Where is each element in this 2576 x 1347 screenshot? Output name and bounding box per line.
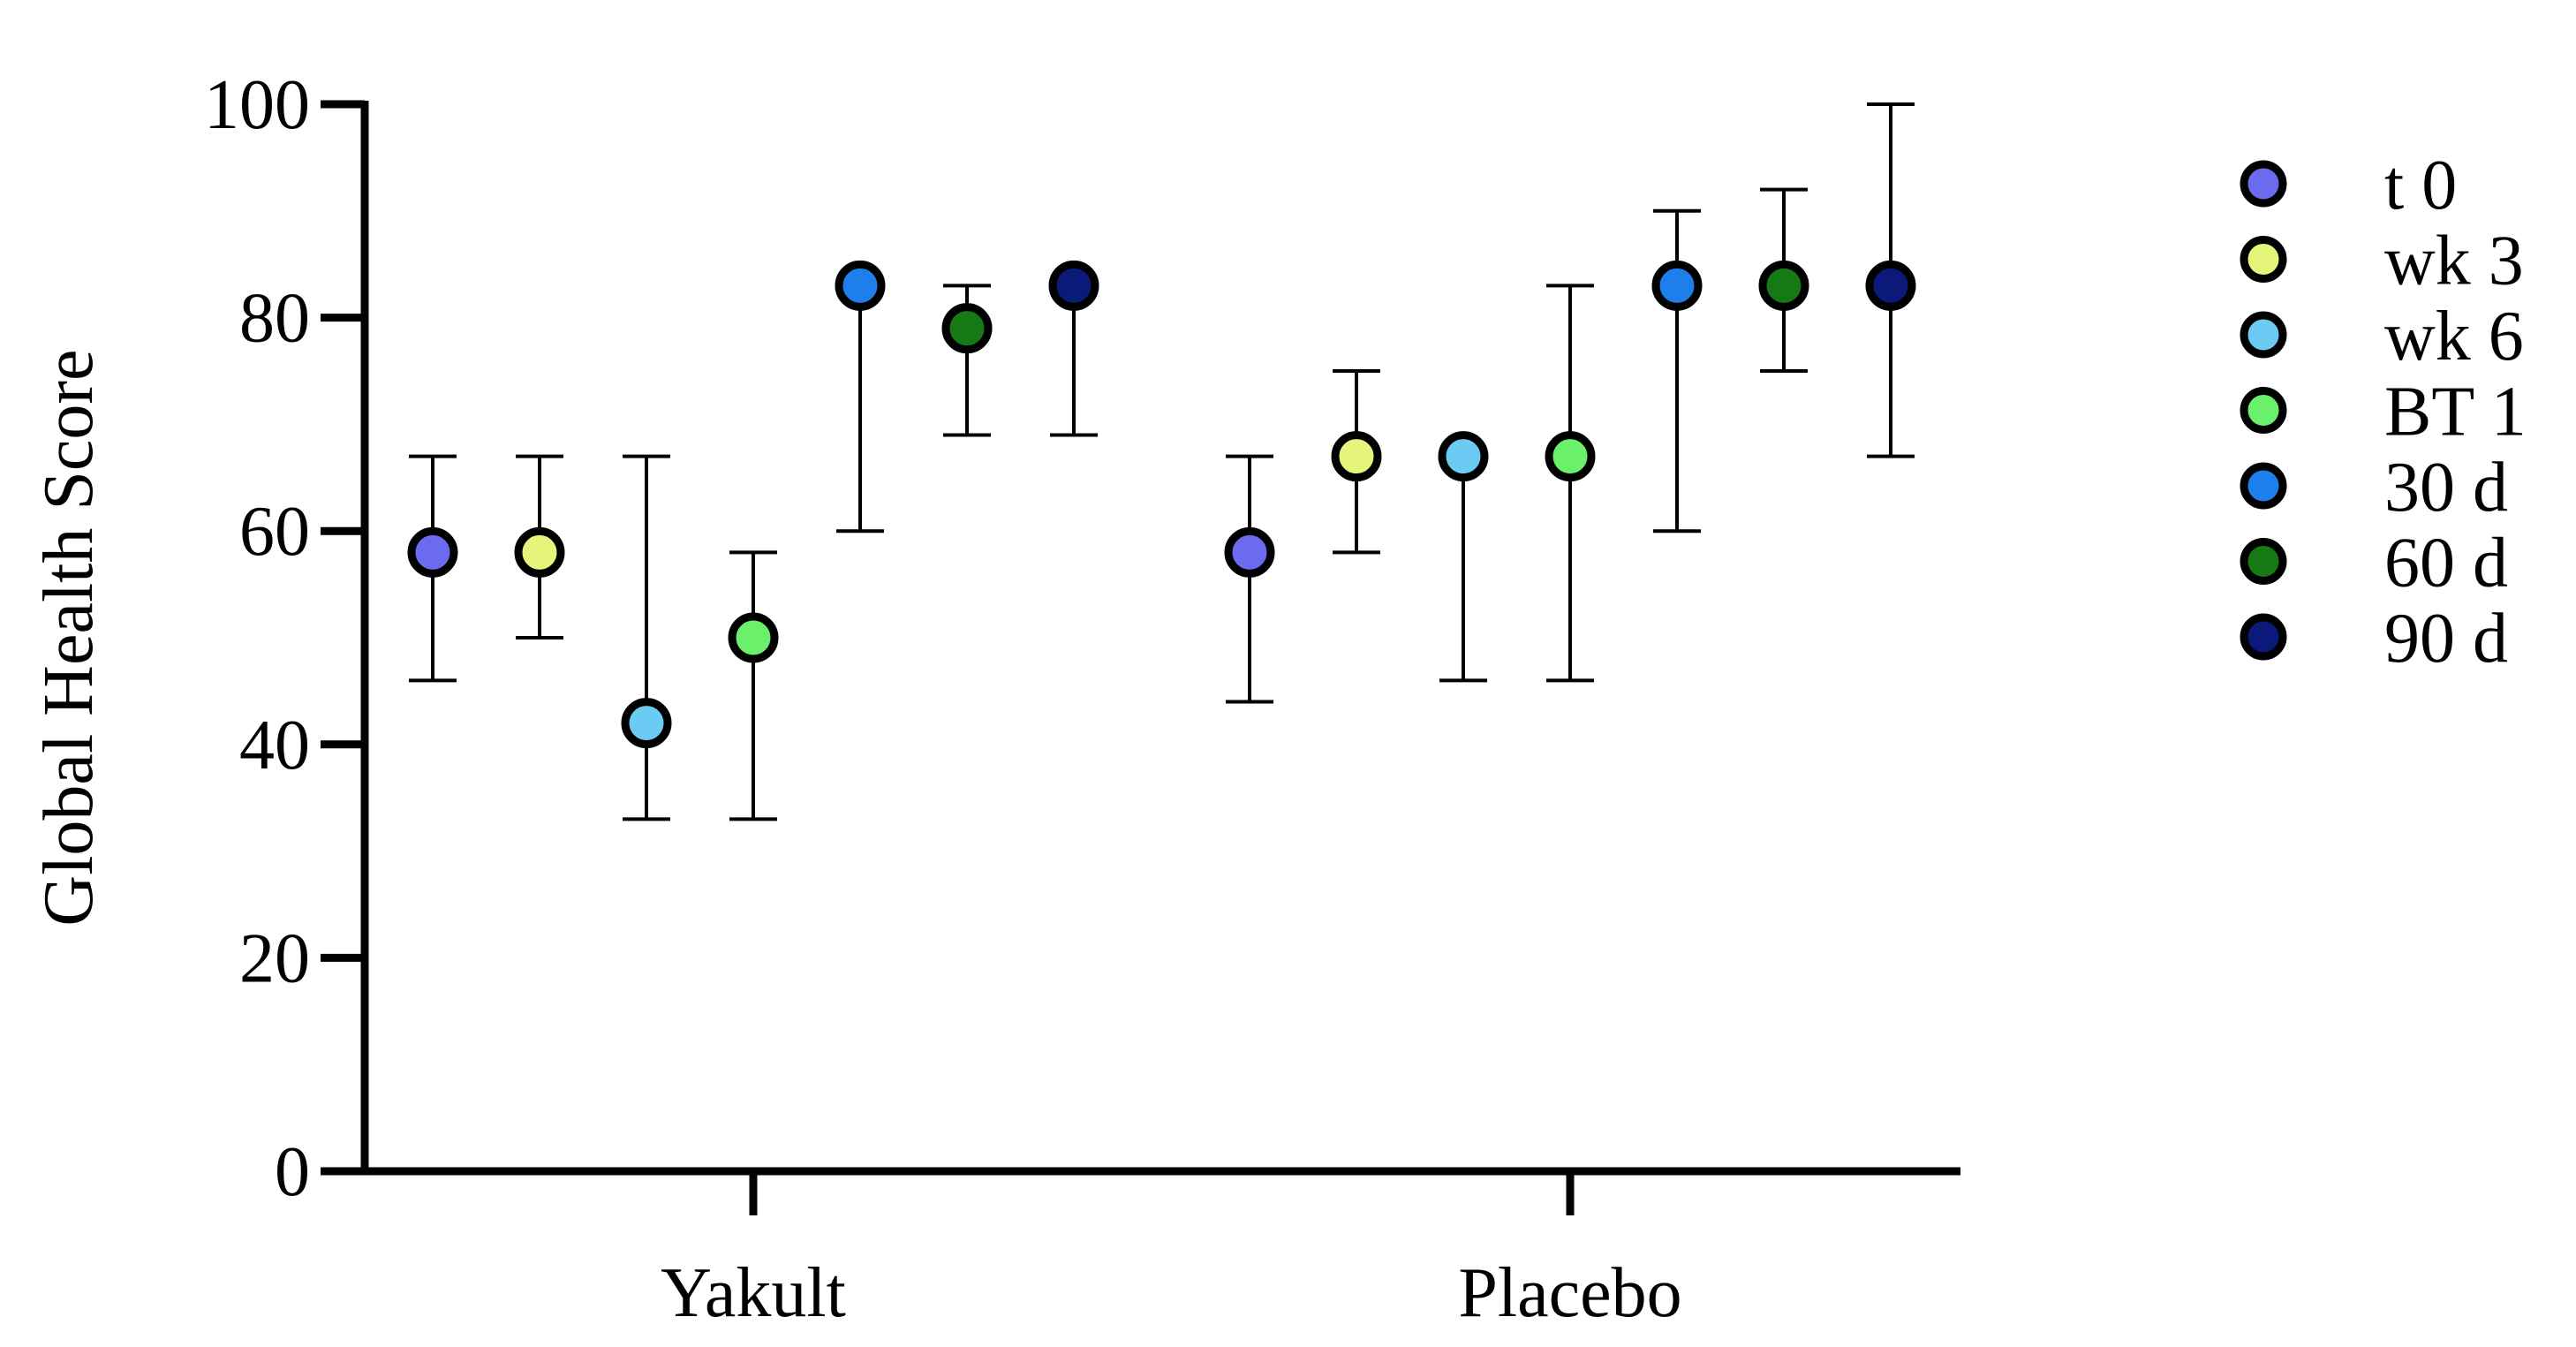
y-tick-label: 100 <box>204 66 310 144</box>
data-point <box>621 698 672 749</box>
y-tick-label: 20 <box>239 919 310 997</box>
y-axis-title: Global Health Score <box>30 349 108 926</box>
legend-marker <box>2240 311 2287 359</box>
legend-label: 60 d <box>2384 525 2508 602</box>
data-point <box>728 612 779 663</box>
axes <box>360 101 1960 1176</box>
data-point <box>407 526 458 578</box>
data-point <box>1758 260 1809 311</box>
data-point <box>1438 431 1489 482</box>
legend-marker <box>2240 387 2287 434</box>
legend-item: BT 1 <box>2240 374 2527 451</box>
legend-item: wk 6 <box>2240 298 2524 375</box>
data-point <box>1865 260 1916 311</box>
legend-item: 30 d <box>2240 449 2508 526</box>
legend-marker <box>2240 613 2287 661</box>
data-point <box>1651 260 1703 311</box>
legend-marker <box>2240 462 2287 510</box>
y-ticks: 0 20 40 60 80 100 <box>204 66 365 1211</box>
data-point <box>1224 526 1275 578</box>
legend-label: 90 d <box>2384 600 2508 677</box>
y-tick-label: 0 <box>275 1133 310 1211</box>
legend-item: 60 d <box>2240 525 2508 602</box>
legend-item: 90 d <box>2240 600 2508 677</box>
legend: t 0wk 3wk 6BT 130 d60 d90 d <box>2240 147 2527 677</box>
y-tick-label: 60 <box>239 493 310 571</box>
legend-label: 30 d <box>2384 449 2508 526</box>
data-point <box>1331 431 1382 482</box>
legend-marker <box>2240 236 2287 283</box>
x-ticks: Yakult Placebo <box>661 1171 1682 1332</box>
x-tick-label: Placebo <box>1458 1254 1681 1332</box>
data-point <box>941 303 993 354</box>
legend-item: wk 3 <box>2240 223 2524 300</box>
legend-label: wk 6 <box>2384 298 2524 375</box>
legend-label: t 0 <box>2384 147 2457 224</box>
data-point <box>1545 431 1596 482</box>
data-point <box>514 526 565 578</box>
data-points <box>407 260 1916 749</box>
y-tick-label: 80 <box>239 280 310 358</box>
legend-label: wk 3 <box>2384 223 2524 300</box>
legend-label: BT 1 <box>2384 374 2527 451</box>
legend-item: t 0 <box>2240 147 2457 224</box>
legend-marker <box>2240 160 2287 208</box>
y-tick-label: 40 <box>239 707 310 784</box>
x-tick-label: Yakult <box>661 1254 846 1332</box>
legend-marker <box>2240 538 2287 585</box>
data-point <box>1048 260 1099 311</box>
data-point <box>835 260 886 311</box>
